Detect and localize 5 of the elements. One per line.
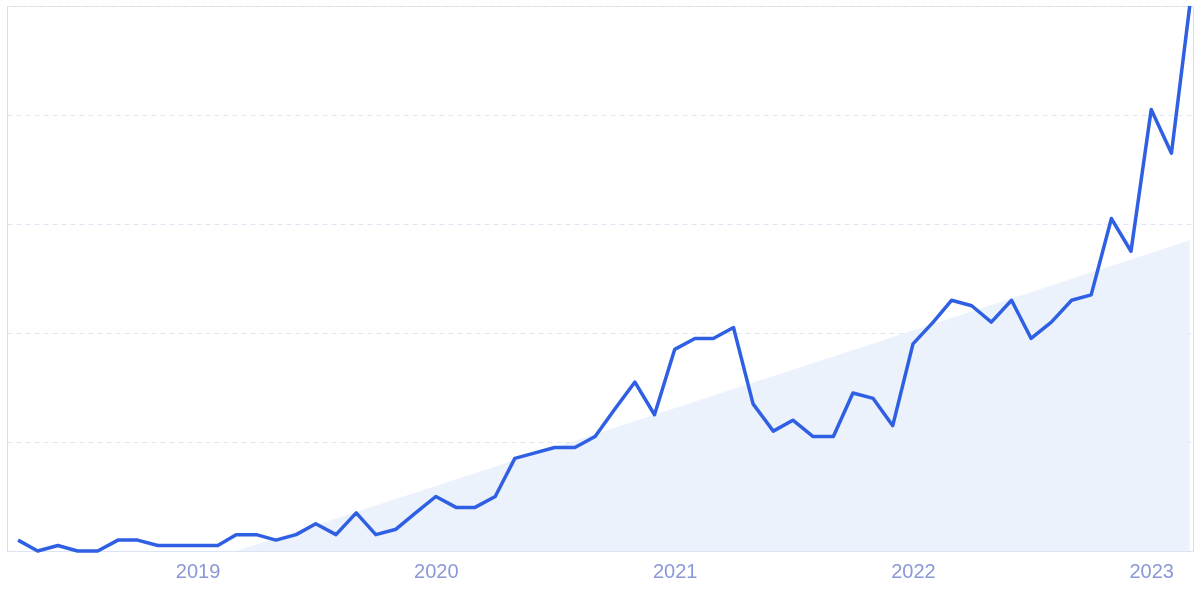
x-tick-label: 2020: [414, 559, 459, 582]
x-tick-label: 2021: [652, 559, 698, 582]
x-tick-label: 2019: [175, 559, 221, 582]
x-tick-label: 2023: [1129, 559, 1174, 582]
x-tick-label: 2022: [891, 559, 936, 582]
